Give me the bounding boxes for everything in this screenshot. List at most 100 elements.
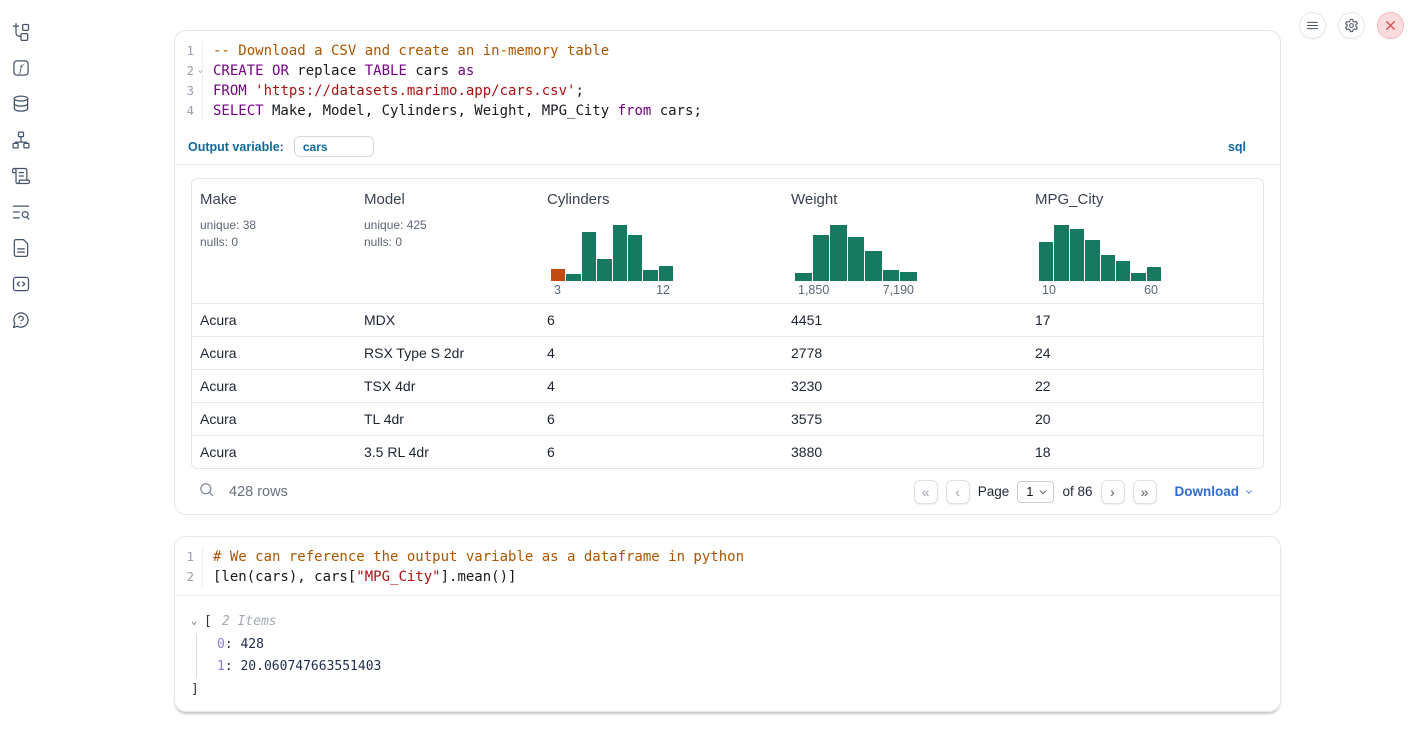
- column-stats: unique: 425 nulls: 0: [364, 218, 427, 249]
- table-row[interactable]: Acura TSX 4dr 4 3230 22: [192, 369, 1263, 402]
- histogram-bar: [812, 235, 830, 281]
- table-row[interactable]: Acura 3.5 RL 4dr 6 3880 18: [192, 435, 1263, 468]
- snippets-icon[interactable]: [11, 274, 31, 294]
- dependency-graph-icon[interactable]: [11, 130, 31, 150]
- search-list-icon[interactable]: [11, 202, 31, 222]
- document-icon[interactable]: [11, 238, 31, 258]
- histogram-bar: [1054, 225, 1069, 281]
- histogram-bar: [551, 269, 566, 281]
- table-cell: Acura: [200, 312, 237, 328]
- hamburger-menu-icon[interactable]: [1299, 12, 1326, 39]
- table-cell: 3230: [791, 378, 823, 394]
- table-cell: 3575: [791, 411, 823, 427]
- line-number: 1: [175, 547, 203, 567]
- chevron-down-icon: [1246, 489, 1252, 494]
- fold-chevron-icon[interactable]: ⌄: [197, 65, 203, 75]
- panel-sidebar: f: [0, 22, 42, 330]
- table-cell: 4: [547, 345, 555, 361]
- code-text: -- Download a CSV and create an in-memor…: [213, 43, 610, 59]
- column-header-model[interactable]: Model unique: 425 nulls: 0: [356, 179, 539, 303]
- table-cell: Acura: [200, 378, 237, 394]
- histogram-axis: 1,850 7,190: [798, 283, 914, 297]
- table-cell: 18: [1035, 444, 1051, 460]
- line-number: 1: [175, 41, 203, 61]
- histogram-bar: [830, 225, 847, 281]
- weight-histogram: [795, 225, 918, 281]
- last-page-button[interactable]: »: [1132, 479, 1157, 504]
- python-editor[interactable]: 1 # We can reference the output variable …: [175, 537, 1280, 596]
- table-cell: 2778: [791, 345, 823, 361]
- table-footer: 428 rows « ‹ Page 1 of 86 › » Download: [175, 469, 1280, 514]
- table-cell: 20: [1035, 411, 1051, 427]
- page-select[interactable]: 1: [1017, 480, 1055, 503]
- code-line: 2 [len(cars), cars["MPG_City"].mean()]: [175, 567, 1280, 587]
- output-variable-label: Output variable:: [188, 139, 284, 154]
- language-badge: sql: [1227, 139, 1246, 154]
- help-icon[interactable]: [11, 310, 31, 330]
- sql-editor[interactable]: 1 -- Download a CSV and create an in-memo…: [175, 31, 1280, 129]
- code-line: 3 FROM 'https://datasets.marimo.app/cars.…: [175, 81, 1280, 101]
- table-cell: Acura: [200, 345, 237, 361]
- histogram-bar: [1085, 240, 1100, 281]
- table-cell: Acura: [200, 411, 237, 427]
- histogram-bar: [1069, 229, 1085, 281]
- tree-root[interactable]: ⌄ [ 2 Items: [191, 612, 1280, 631]
- svg-text:f: f: [18, 64, 25, 75]
- column-header-mpg-city[interactable]: MPG_City 10 60: [1027, 179, 1263, 303]
- column-header-cylinders[interactable]: Cylinders 3 12: [539, 179, 783, 303]
- table-cell: 24: [1035, 345, 1051, 361]
- table-header: Make unique: 38 nulls: 0 Model unique: 4…: [192, 179, 1263, 303]
- gear-icon[interactable]: [1338, 12, 1365, 39]
- code-line: 4 SELECT Make, Model, Cylinders, Weight, …: [175, 101, 1280, 121]
- column-header-make[interactable]: Make unique: 38 nulls: 0: [192, 179, 356, 303]
- collapse-chevron-icon[interactable]: ⌄: [191, 616, 198, 627]
- histogram-bar: [900, 272, 918, 281]
- histogram-bar: [658, 266, 673, 281]
- table-row[interactable]: Acura TL 4dr 6 3575 20: [192, 402, 1263, 435]
- table-row[interactable]: Acura MDX 6 4451 17: [192, 303, 1263, 336]
- table-cell: 4: [547, 378, 555, 394]
- histogram-bar: [643, 270, 658, 281]
- first-page-button[interactable]: «: [913, 479, 938, 504]
- output-variable-input[interactable]: [293, 136, 374, 157]
- table-cell: 6: [547, 444, 555, 460]
- scroll-logs-icon[interactable]: [11, 166, 31, 186]
- table-cell: 6: [547, 411, 555, 427]
- tree-items: 0: 428 1: 20.060747663551403: [196, 634, 1280, 678]
- code-line: 1 -- Download a CSV and create an in-memo…: [175, 41, 1280, 61]
- function-icon[interactable]: f: [11, 58, 31, 78]
- table-cell: 17: [1035, 312, 1051, 328]
- histogram-bar: [795, 273, 812, 281]
- histogram-bar: [1115, 261, 1131, 281]
- tree-item: 1: 20.060747663551403: [217, 659, 382, 674]
- histogram-bar: [882, 270, 900, 281]
- table-row[interactable]: Acura RSX Type S 2dr 4 2778 24: [192, 336, 1263, 369]
- code-text: [len(cars), cars["MPG_City"].mean()]: [213, 569, 517, 585]
- search-icon[interactable]: [198, 481, 215, 503]
- sql-cell: 1 -- Download a CSV and create an in-memo…: [174, 30, 1281, 515]
- histogram-axis: 3 12: [554, 283, 670, 297]
- table-cell: TSX 4dr: [364, 378, 416, 394]
- mpg-city-histogram: [1039, 225, 1161, 281]
- histogram-axis: 10 60: [1042, 283, 1158, 297]
- database-icon[interactable]: [11, 94, 31, 114]
- line-number: 4: [175, 101, 203, 121]
- table-cell: TL 4dr: [364, 411, 404, 427]
- code-text: SELECT Make, Model, Cylinders, Weight, M…: [213, 103, 702, 119]
- prev-page-button[interactable]: ‹: [945, 479, 970, 504]
- histogram-bar: [1100, 255, 1115, 281]
- code-text: FROM 'https://datasets.marimo.app/cars.c…: [213, 83, 584, 99]
- table-body: Acura MDX 6 4451 17 Acura RSX Type S 2dr 4 2778 2…: [192, 303, 1263, 468]
- row-count: 428 rows: [229, 483, 288, 500]
- column-header-weight[interactable]: Weight 1,850 7,190: [783, 179, 1027, 303]
- bracket-open: [: [204, 614, 212, 629]
- close-icon[interactable]: [1377, 12, 1404, 39]
- download-button[interactable]: Download: [1175, 484, 1255, 499]
- histogram-bar: [612, 225, 627, 281]
- file-tree-icon[interactable]: [11, 22, 31, 42]
- column-stats: unique: 38 nulls: 0: [200, 218, 257, 249]
- code-text: # We can reference the output variable a…: [213, 549, 745, 565]
- code-line: 1 # We can reference the output variable …: [175, 547, 1280, 567]
- next-page-button[interactable]: ›: [1100, 479, 1125, 504]
